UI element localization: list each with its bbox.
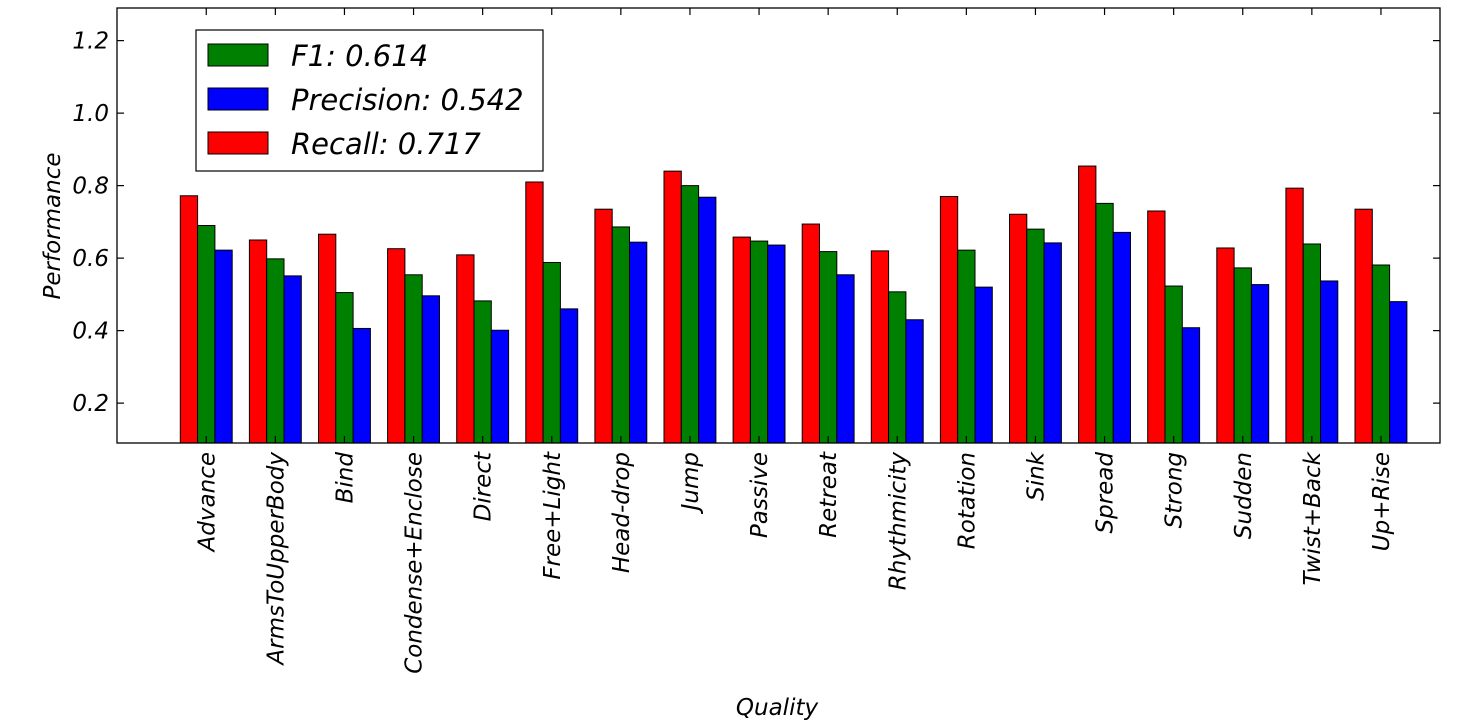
- bar-recall-10: [870, 250, 890, 444]
- bar-f1-14: [1164, 285, 1183, 444]
- bar-recall-13: [1078, 165, 1097, 444]
- legend: F1: 0.614 Precision: 0.542 Recall: 0.717: [195, 29, 544, 172]
- bar-precision-17: [1389, 301, 1408, 444]
- bar-recall-2: [318, 233, 337, 444]
- bar-f1-15: [1233, 267, 1252, 444]
- bar-f1-5: [542, 261, 561, 444]
- bar-f1-10: [888, 291, 907, 444]
- y-tick-label-5: 1.2: [72, 29, 109, 55]
- bar-f1-9: [819, 251, 838, 444]
- bar-precision-2: [352, 327, 371, 444]
- x-tick-label-4: Direct: [471, 451, 497, 521]
- bar-precision-11: [974, 286, 993, 444]
- bar-f1-6: [611, 226, 631, 444]
- bar-precision-5: [559, 308, 579, 444]
- x-tick-label-2: Bind: [332, 452, 358, 504]
- y-tick-label-4: 1.0: [72, 101, 109, 127]
- x-tick-label-3: Condense+Enclose: [402, 452, 428, 674]
- x-tick-label-11: Rotation: [954, 452, 980, 549]
- legend-label-recall: Recall: 0.717: [291, 127, 481, 161]
- y-axis: 0.2 0.4 0.6 0.8 1.0 1.2: [72, 29, 1440, 417]
- bar-precision-0: [214, 249, 233, 444]
- bar-precision-10: [905, 319, 924, 444]
- bar-recall-9: [801, 223, 821, 444]
- bar-precision-9: [836, 274, 855, 444]
- x-tick-label-9: Retreat: [816, 451, 842, 538]
- bar-precision-8: [767, 244, 786, 444]
- x-tick-label-0: Advance: [194, 452, 220, 553]
- bar-recall-8: [732, 236, 751, 444]
- bar-precision-6: [629, 241, 648, 444]
- bar-f1-17: [1371, 264, 1391, 444]
- bar-recall-11: [939, 196, 959, 444]
- bar-precision-15: [1250, 284, 1270, 444]
- plot-frame: [116, 7, 1441, 444]
- bar-f1-1: [266, 258, 285, 444]
- bars-group: [179, 165, 1408, 444]
- bar-precision-14: [1181, 327, 1201, 444]
- bar-recall-0: [179, 195, 199, 444]
- x-tick-label-6: Head-drop: [609, 452, 635, 573]
- y-axis-label: Performance: [40, 153, 66, 300]
- legend-swatch-precision: [207, 87, 269, 111]
- bar-recall-15: [1216, 247, 1235, 444]
- bar-f1-13: [1095, 202, 1114, 444]
- bar-recall-5: [525, 181, 544, 444]
- bar-recall-14: [1147, 210, 1166, 444]
- x-tick-label-17: Up+Rise: [1369, 452, 1395, 551]
- bar-f1-16: [1302, 243, 1321, 444]
- bar-f1-8: [749, 240, 769, 444]
- x-tick-label-12: Sink: [1023, 450, 1049, 501]
- x-tick-label-5: Free+Light: [540, 451, 566, 580]
- bar-recall-6: [594, 208, 613, 444]
- bar-recall-12: [1009, 213, 1028, 444]
- x-tick-label-8: Passive: [747, 452, 773, 538]
- bar-precision-16: [1320, 280, 1339, 444]
- bar-precision-13: [1112, 231, 1131, 444]
- bar-recall-3: [387, 248, 406, 444]
- legend-label-precision: Precision: 0.542: [291, 83, 524, 117]
- bar-precision-4: [490, 329, 510, 444]
- bar-precision-1: [283, 275, 302, 444]
- bar-recall-17: [1354, 208, 1373, 444]
- bar-precision-7: [698, 196, 717, 444]
- x-axis: Advance ArmsToUpperBody Bind Condense+Enclo…: [194, 8, 1395, 674]
- bar-f1-12: [1026, 228, 1045, 444]
- legend-swatch-f1: [207, 43, 269, 67]
- bar-precision-12: [1043, 242, 1062, 444]
- bar-precision-3: [421, 295, 441, 444]
- legend-swatch-recall: [207, 131, 269, 155]
- bar-recall-7: [663, 170, 682, 444]
- bar-recall-1: [248, 239, 268, 444]
- bar-recall-4: [456, 254, 475, 444]
- y-tick-label-0: 0.2: [72, 391, 109, 417]
- x-tick-label-1: ArmsToUpperBody: [263, 452, 289, 667]
- x-tick-label-13: Spread: [1093, 452, 1119, 534]
- bar-recall-16: [1285, 187, 1304, 444]
- y-tick-label-2: 0.6: [72, 246, 109, 272]
- bar-f1-2: [335, 292, 354, 444]
- bar-f1-11: [957, 249, 976, 444]
- x-axis-label: Quality: [736, 695, 819, 721]
- x-tick-label-7: Jump: [678, 452, 704, 514]
- bar-f1-7: [680, 185, 700, 444]
- y-tick-label-1: 0.4: [72, 319, 109, 345]
- bar-f1-0: [197, 225, 216, 444]
- bar-f1-3: [404, 274, 423, 444]
- x-tick-label-10: Rhythmicity: [885, 452, 911, 591]
- bar-f1-4: [473, 300, 492, 444]
- x-tick-label-15: Sudden: [1231, 452, 1257, 539]
- x-tick-label-14: Strong: [1162, 452, 1188, 528]
- y-tick-label-3: 0.8: [72, 174, 109, 200]
- legend-label-f1: F1: 0.614: [291, 39, 428, 73]
- x-tick-label-16: Twist+Back: [1300, 450, 1326, 585]
